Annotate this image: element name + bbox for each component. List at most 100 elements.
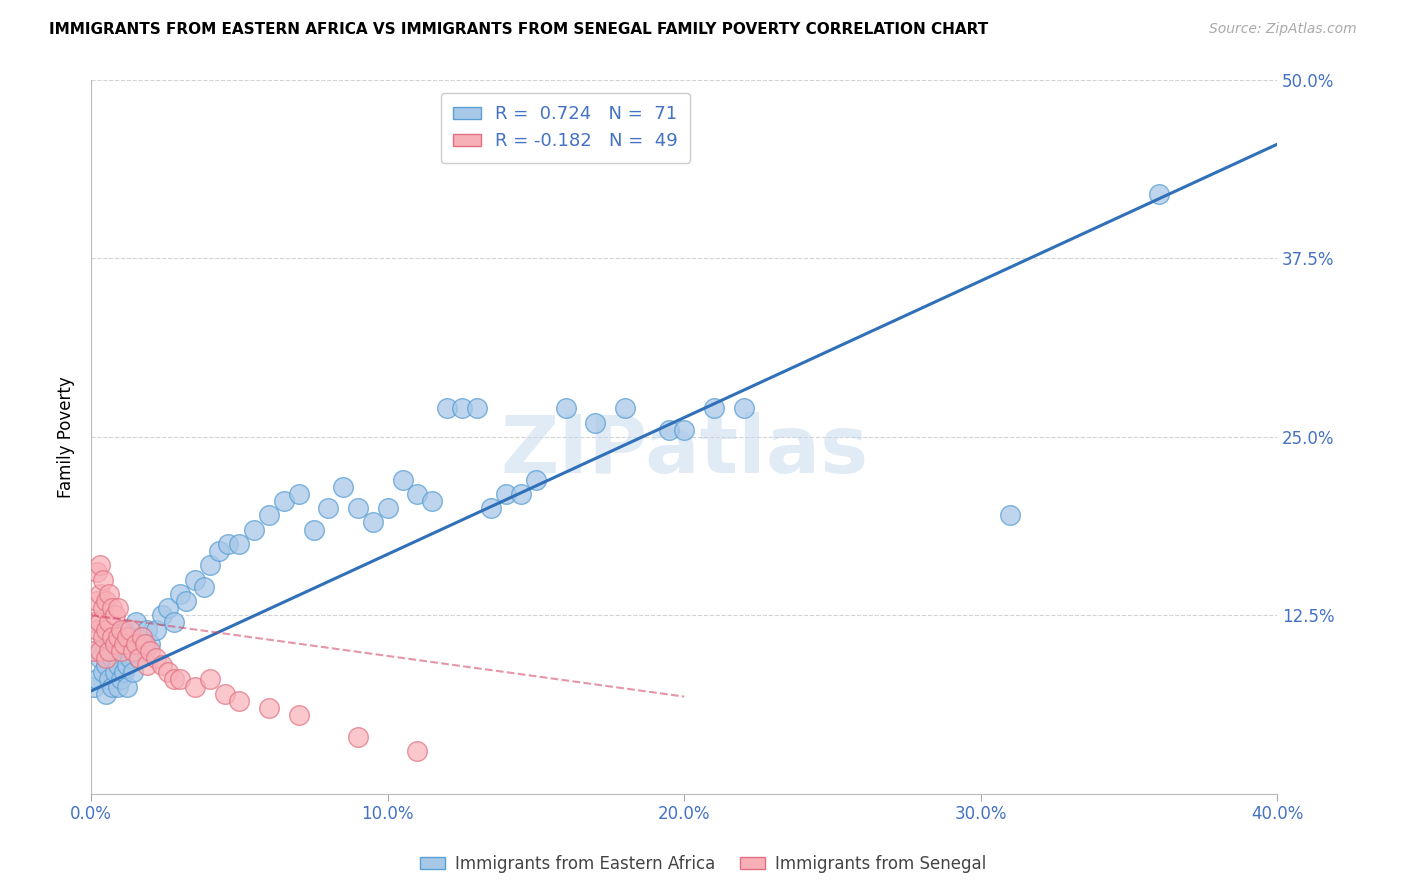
Point xyxy=(115,680,138,694)
Point xyxy=(436,401,458,416)
Point xyxy=(391,473,413,487)
Point xyxy=(145,651,167,665)
Point xyxy=(91,665,114,680)
Point xyxy=(163,615,186,630)
Point xyxy=(377,501,399,516)
Point xyxy=(150,608,173,623)
Legend: Immigrants from Eastern Africa, Immigrants from Senegal: Immigrants from Eastern Africa, Immigran… xyxy=(413,848,993,880)
Point xyxy=(150,658,173,673)
Point xyxy=(228,537,250,551)
Point xyxy=(121,644,143,658)
Point xyxy=(104,637,127,651)
Point xyxy=(89,644,111,658)
Text: Source: ZipAtlas.com: Source: ZipAtlas.com xyxy=(1209,22,1357,37)
Point xyxy=(332,480,354,494)
Point xyxy=(208,544,231,558)
Point xyxy=(83,615,105,630)
Point xyxy=(163,673,186,687)
Point xyxy=(128,651,150,665)
Point xyxy=(703,401,725,416)
Point xyxy=(243,523,266,537)
Point xyxy=(583,416,606,430)
Point xyxy=(613,401,636,416)
Point xyxy=(118,623,141,637)
Point xyxy=(174,594,197,608)
Point xyxy=(450,401,472,416)
Point xyxy=(318,501,340,516)
Point xyxy=(97,644,120,658)
Point xyxy=(86,566,108,580)
Point xyxy=(101,680,124,694)
Point xyxy=(104,630,127,644)
Point xyxy=(110,623,132,637)
Point xyxy=(214,687,236,701)
Point xyxy=(134,644,156,658)
Point xyxy=(257,508,280,523)
Point xyxy=(131,630,153,644)
Point xyxy=(107,601,129,615)
Point xyxy=(228,694,250,708)
Point xyxy=(112,665,135,680)
Point xyxy=(198,673,221,687)
Point xyxy=(136,623,159,637)
Point xyxy=(1000,508,1022,523)
Point xyxy=(107,630,129,644)
Point xyxy=(121,665,143,680)
Point xyxy=(481,501,503,516)
Point xyxy=(184,680,207,694)
Point xyxy=(510,487,533,501)
Point xyxy=(97,615,120,630)
Point xyxy=(91,630,114,644)
Y-axis label: Family Poverty: Family Poverty xyxy=(58,376,75,498)
Point xyxy=(94,651,117,665)
Point xyxy=(257,701,280,715)
Point xyxy=(118,651,141,665)
Point xyxy=(91,601,114,615)
Point xyxy=(134,637,156,651)
Point xyxy=(97,587,120,601)
Point xyxy=(94,687,117,701)
Point xyxy=(673,423,696,437)
Point xyxy=(287,708,309,723)
Point xyxy=(91,573,114,587)
Point xyxy=(107,680,129,694)
Text: ZIPatlas: ZIPatlas xyxy=(501,412,869,490)
Point xyxy=(465,401,488,416)
Point xyxy=(94,623,117,637)
Point xyxy=(89,651,111,665)
Point xyxy=(97,673,120,687)
Point xyxy=(101,630,124,644)
Point xyxy=(139,644,162,658)
Point xyxy=(101,601,124,615)
Point xyxy=(83,680,105,694)
Point xyxy=(495,487,517,501)
Point xyxy=(145,623,167,637)
Point xyxy=(347,730,370,744)
Point xyxy=(115,630,138,644)
Point xyxy=(169,673,191,687)
Point xyxy=(169,587,191,601)
Point xyxy=(86,673,108,687)
Point xyxy=(94,658,117,673)
Point xyxy=(361,516,384,530)
Point xyxy=(198,558,221,573)
Point xyxy=(406,487,429,501)
Point xyxy=(273,494,295,508)
Point xyxy=(347,501,370,516)
Point xyxy=(112,637,135,651)
Point xyxy=(110,644,132,658)
Point xyxy=(554,401,576,416)
Point xyxy=(131,630,153,644)
Point xyxy=(83,644,105,658)
Point xyxy=(124,637,146,651)
Point xyxy=(1147,187,1170,202)
Point xyxy=(157,601,180,615)
Point xyxy=(139,637,162,651)
Point xyxy=(128,651,150,665)
Point xyxy=(110,644,132,658)
Point xyxy=(157,665,180,680)
Point xyxy=(97,644,120,658)
Point xyxy=(112,623,135,637)
Point xyxy=(124,615,146,630)
Point xyxy=(89,615,111,630)
